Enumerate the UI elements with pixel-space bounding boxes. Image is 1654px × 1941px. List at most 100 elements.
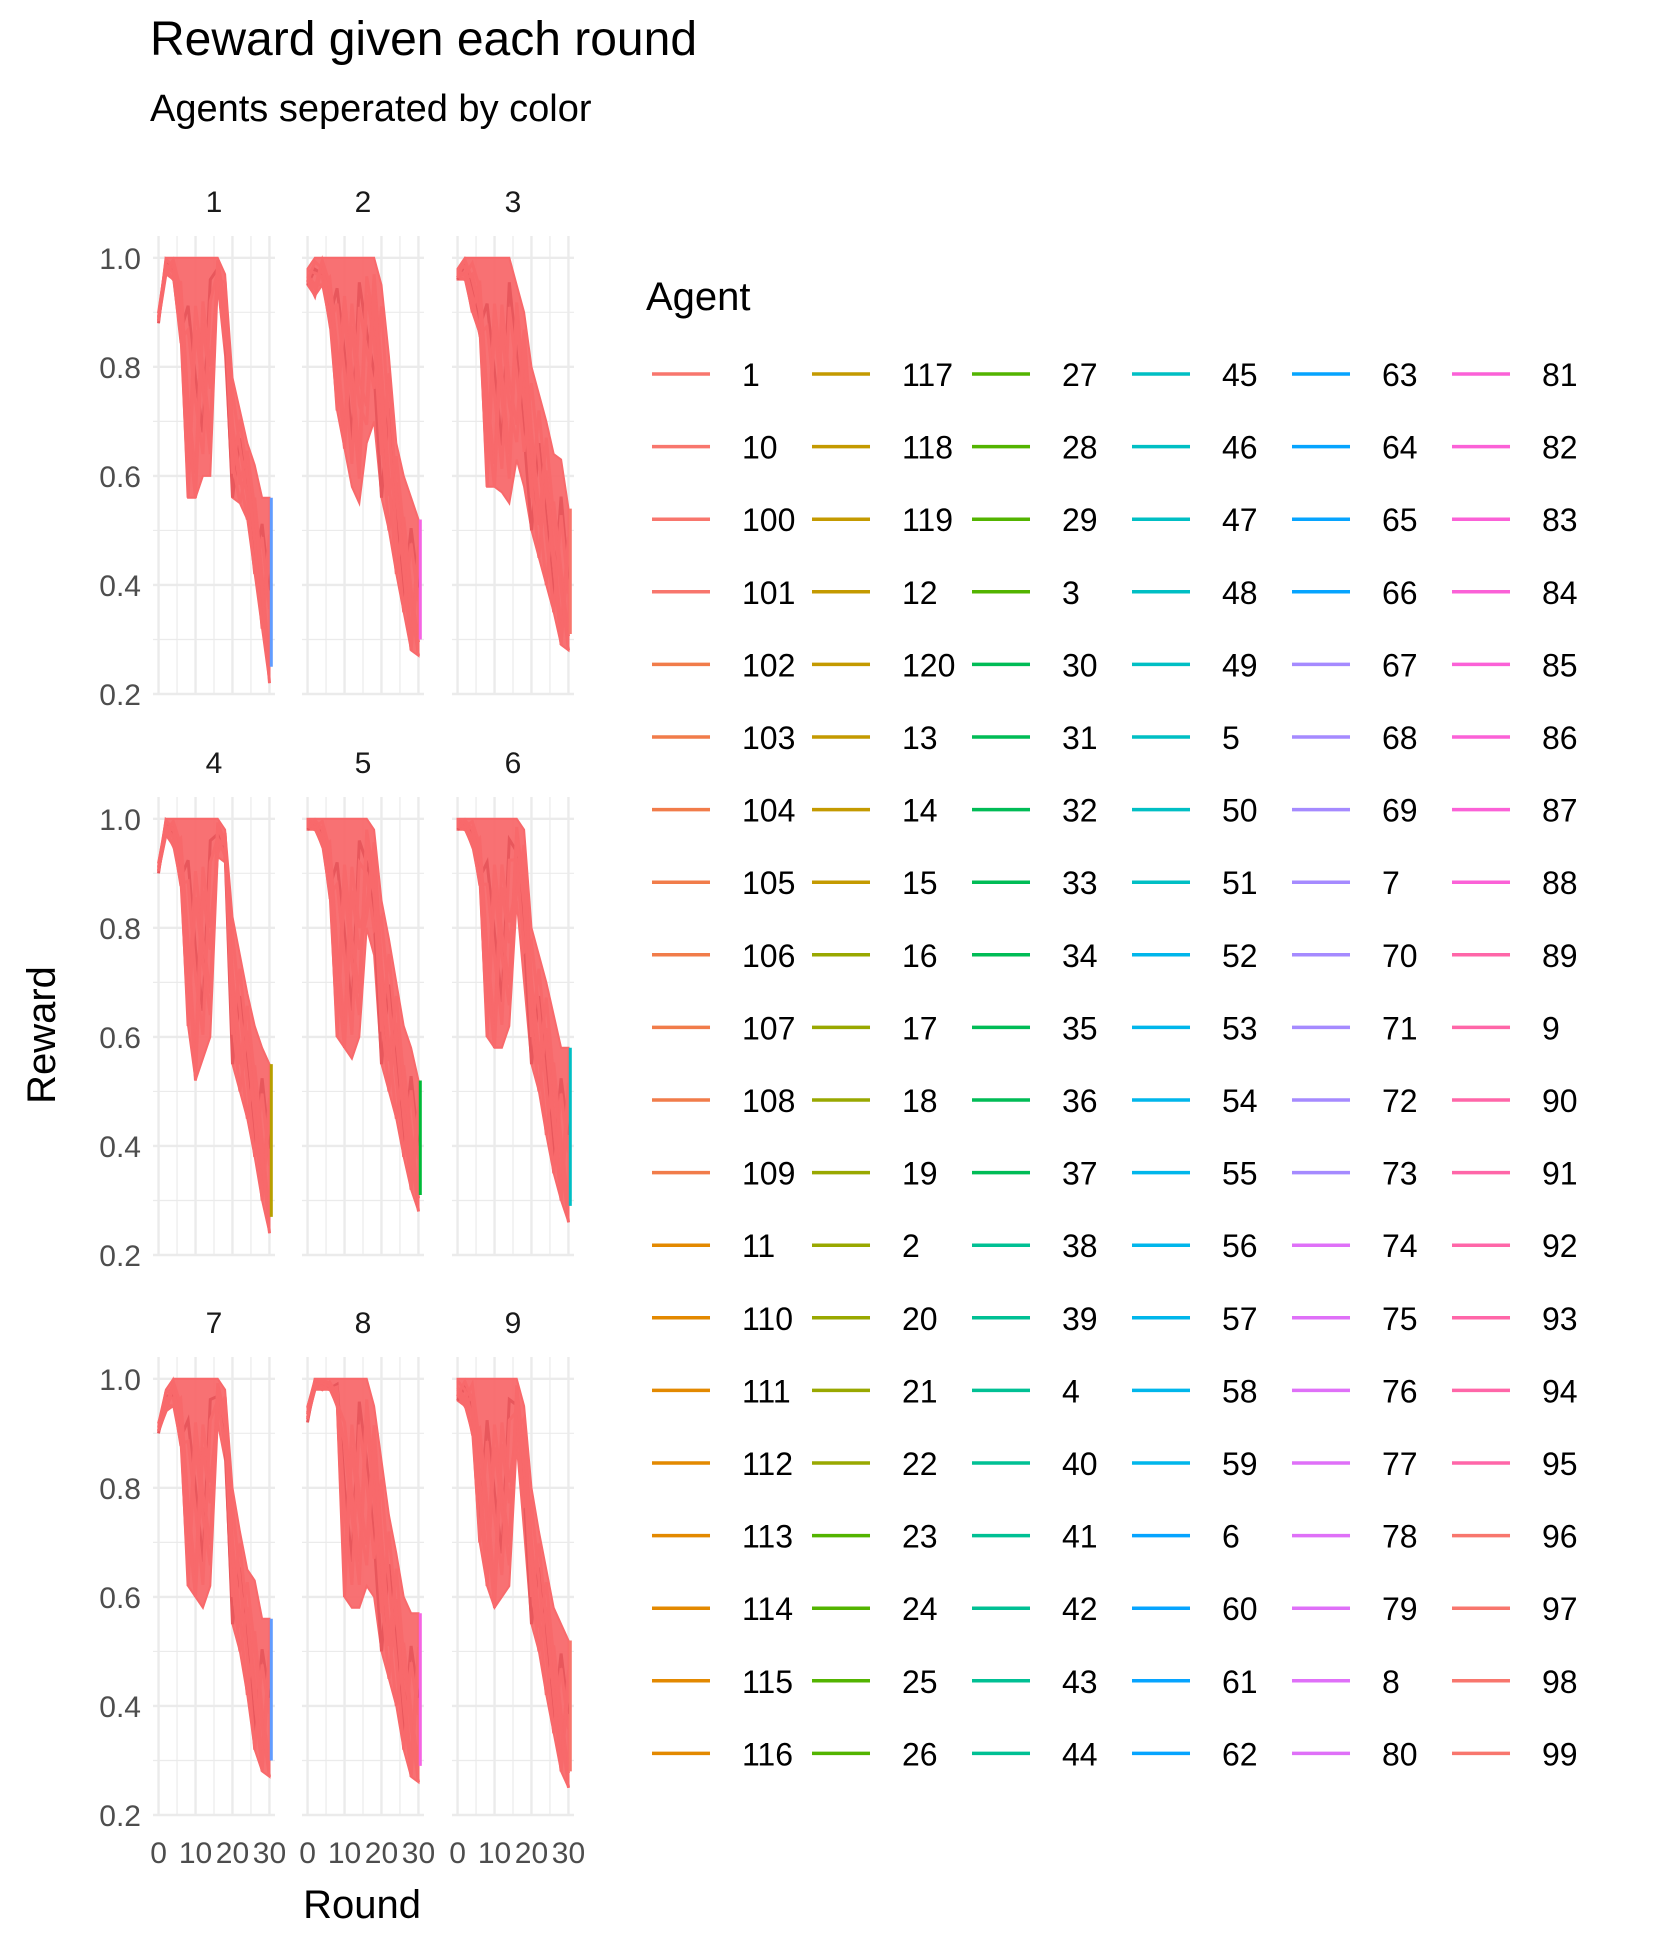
legend-label: 98	[1542, 1664, 1578, 1700]
legend-item: 86	[1452, 720, 1578, 756]
legend-item: 45	[1132, 357, 1258, 393]
y-tick-label: 0.2	[99, 1240, 141, 1273]
facet-strip-label: 8	[355, 1307, 372, 1340]
agent-line	[306, 268, 420, 613]
legend-label: 109	[742, 1156, 795, 1192]
legend-item: 65	[1292, 502, 1418, 538]
legend-item: 78	[1292, 1519, 1418, 1555]
y-tick-label: 0.8	[99, 352, 141, 385]
legend-label: 62	[1222, 1736, 1258, 1772]
legend-item: 73	[1292, 1156, 1418, 1192]
agent-line	[157, 821, 271, 1166]
legend-item: 53	[1132, 1010, 1258, 1046]
legend-label: 84	[1542, 575, 1578, 611]
legend-item: 9	[1452, 1010, 1560, 1046]
legend-item: 99	[1452, 1736, 1578, 1772]
facet-panel-1: 1	[153, 186, 275, 696]
legend-label: 119	[902, 502, 953, 538]
agent-line	[456, 818, 570, 1174]
legend-item: 1	[652, 357, 760, 393]
legend-label: 30	[1062, 647, 1098, 683]
legend-item: 87	[1452, 793, 1578, 829]
legend-label: 28	[1062, 430, 1098, 466]
legend-label: 77	[1382, 1446, 1418, 1482]
legend-label: 31	[1062, 720, 1098, 756]
legend-item: 3	[972, 575, 1080, 611]
x-tick-label: 0	[449, 1837, 466, 1870]
x-axis: 0 10 20 30 0 10 20 30 0 10 20 30	[150, 1837, 585, 1870]
legend-item: 35	[972, 1010, 1098, 1046]
legend-item: 21	[812, 1373, 938, 1409]
legend-label: 78	[1382, 1519, 1418, 1555]
legend-item: 59	[1132, 1446, 1258, 1482]
legend-item: 46	[1132, 430, 1258, 466]
agent-line	[456, 818, 570, 1223]
legend-item: 76	[1292, 1373, 1418, 1409]
y-tick-label: 0.4	[99, 1691, 141, 1724]
legend-item: 11	[652, 1228, 775, 1264]
legend-item: 109	[652, 1156, 795, 1192]
facet-panel-9: 9	[452, 1307, 574, 1817]
legend-item: 22	[812, 1446, 938, 1482]
legend-label: 96	[1542, 1519, 1578, 1555]
legend-item: 38	[972, 1228, 1098, 1264]
legend-label: 54	[1222, 1083, 1258, 1119]
legend-item: 28	[972, 430, 1098, 466]
legend-label: 14	[902, 793, 938, 829]
y-tick-label: 0.2	[99, 679, 141, 712]
legend-item: 7	[1292, 865, 1400, 901]
facet-strip-label: 3	[505, 186, 522, 219]
legend-item: 2	[812, 1228, 920, 1264]
legend-label: 49	[1222, 647, 1258, 683]
legend-label: 55	[1222, 1156, 1258, 1192]
legend-item: 106	[652, 938, 795, 974]
legend-label: 15	[902, 865, 938, 901]
legend-item: 79	[1292, 1591, 1418, 1627]
agent-line	[456, 1380, 570, 1734]
facet-strip-label: 6	[505, 747, 522, 780]
agent-line	[306, 818, 420, 1160]
legend-label: 106	[742, 938, 795, 974]
legend-label: 52	[1222, 938, 1258, 974]
x-tick-label: 20	[365, 1837, 398, 1870]
agent-line	[457, 259, 570, 651]
x-tick-label: 20	[515, 1837, 548, 1870]
legend-item: 26	[812, 1736, 938, 1772]
legend-item: 66	[1292, 575, 1418, 611]
x-tick-label: 10	[328, 1837, 361, 1870]
legend-label: 118	[902, 430, 953, 466]
legend-label: 8	[1382, 1664, 1400, 1700]
legend-label: 66	[1382, 575, 1418, 611]
legend-label: 33	[1062, 865, 1098, 901]
legend-label: 46	[1222, 430, 1258, 466]
legend-item: 43	[972, 1664, 1098, 1700]
legend-item: 70	[1292, 938, 1418, 974]
legend-items: 1101001011021031041051061071081091111011…	[652, 357, 1578, 1772]
legend-item: 114	[652, 1591, 793, 1627]
x-tick-label: 0	[299, 1837, 316, 1870]
facet-panel-3: 3	[452, 186, 574, 696]
y-tick-label: 1.0	[99, 1364, 141, 1397]
legend-item: 5	[1132, 720, 1240, 756]
legend-item: 116	[652, 1736, 793, 1772]
legend-item: 68	[1292, 720, 1418, 756]
legend-label: 22	[902, 1446, 938, 1482]
facet-strip-label: 7	[206, 1307, 223, 1340]
legend-label: 57	[1222, 1301, 1258, 1337]
legend-label: 80	[1382, 1736, 1418, 1772]
legend-label: 89	[1542, 938, 1578, 974]
legend-label: 104	[742, 793, 795, 829]
legend-item: 60	[1132, 1591, 1258, 1627]
legend-label: 95	[1542, 1446, 1578, 1482]
legend-item: 117	[812, 357, 953, 393]
legend-item: 51	[1132, 865, 1258, 901]
legend-label: 3	[1062, 575, 1080, 611]
x-tick-label: 30	[402, 1837, 435, 1870]
chart-subtitle: Agents seperated by color	[150, 88, 592, 130]
facet-strip-label: 5	[355, 747, 372, 780]
y-axes: 0.2 0.4 0.6 0.8 1.0 0.2 0.4 0.6 0.8 1.0 0.2 0.4 0.6 0…	[99, 243, 141, 1833]
legend-item: 8	[1292, 1664, 1400, 1700]
legend-label: 92	[1542, 1228, 1578, 1264]
legend-item: 97	[1452, 1591, 1578, 1627]
legend-label: 16	[902, 938, 938, 974]
